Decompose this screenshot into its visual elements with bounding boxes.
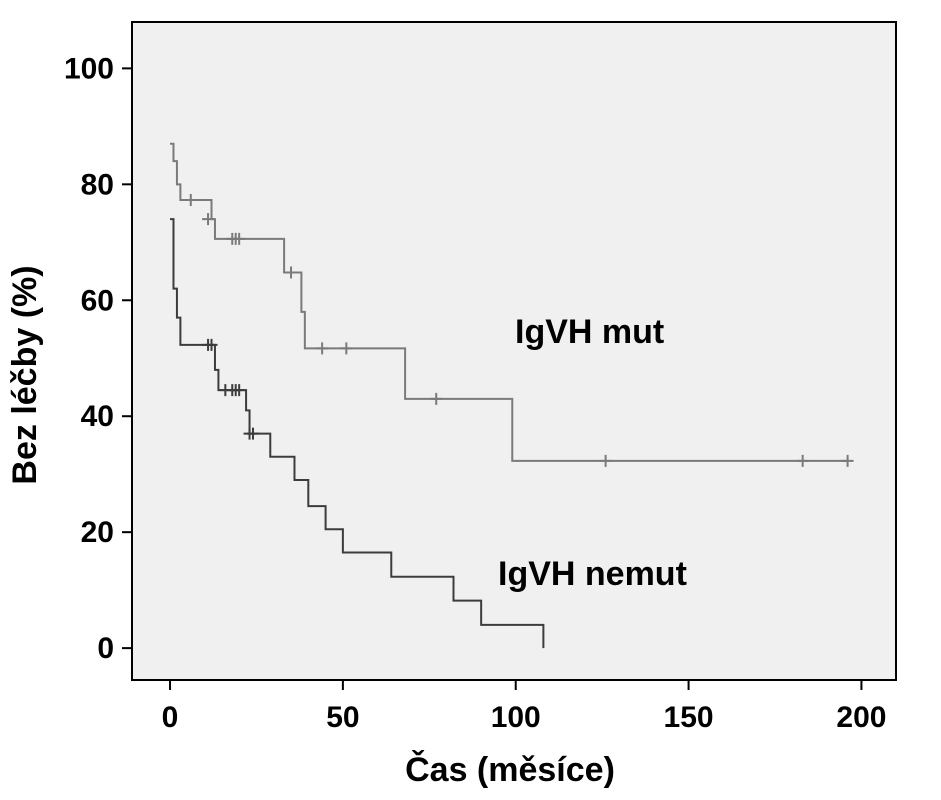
x-axis-ticks: 0 50 100 150 200 <box>162 680 886 734</box>
x-tick-label: 150 <box>664 701 714 734</box>
censor-mark <box>233 232 246 245</box>
plot-background <box>131 21 897 681</box>
censor-mark <box>205 338 218 351</box>
x-tick-label: 200 <box>836 701 886 734</box>
y-tick-label: 100 <box>64 52 114 85</box>
censor-mark <box>202 213 215 226</box>
x-tick-label: 0 <box>162 701 179 734</box>
x-tick-label: 100 <box>491 701 541 734</box>
censor-mark <box>430 392 443 405</box>
y-tick-label: 0 <box>97 632 114 665</box>
series-label-igvh-mut: IgVH mut <box>515 313 664 351</box>
censor-mark <box>841 454 854 467</box>
y-tick-label: 40 <box>81 400 114 433</box>
y-axis-title: Bez léčby (%) <box>6 265 44 484</box>
censor-mark <box>796 454 809 467</box>
y-tick-label: 60 <box>81 284 114 317</box>
x-axis-title: Čas (měsíce) <box>405 750 615 789</box>
y-tick-label: 80 <box>81 168 114 201</box>
censor-mark <box>246 427 259 440</box>
x-tick-label: 50 <box>326 701 359 734</box>
censor-mark <box>285 266 298 279</box>
censor-mark <box>233 384 246 397</box>
y-tick-label: 20 <box>81 516 114 549</box>
series-label-igvh-nemut: IgVH nemut <box>498 555 687 593</box>
censor-mark <box>599 454 612 467</box>
censor-mark <box>184 193 197 206</box>
y-axis-ticks: 0 20 40 60 80 100 <box>64 52 132 665</box>
censor-mark <box>316 342 329 355</box>
series-line-igvh-nemut <box>170 218 545 649</box>
censor-mark <box>340 342 353 355</box>
series-line-igvh-mut <box>170 142 848 462</box>
series-layer <box>170 142 854 649</box>
